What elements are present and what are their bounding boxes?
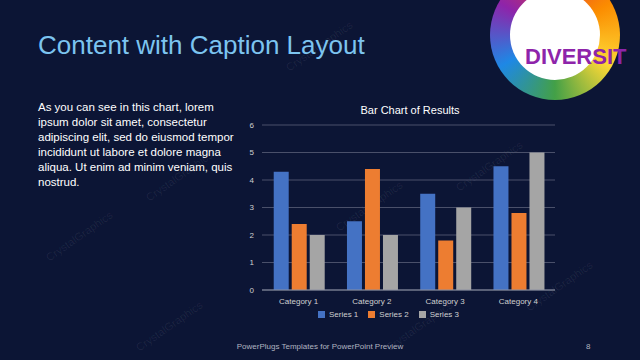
svg-text:4: 4 xyxy=(250,176,255,185)
svg-text:Category 1: Category 1 xyxy=(279,297,319,306)
svg-text:Category 2: Category 2 xyxy=(352,297,392,306)
svg-text:Category 4: Category 4 xyxy=(499,297,539,306)
svg-text:0: 0 xyxy=(250,286,255,295)
svg-text:5: 5 xyxy=(250,148,255,157)
svg-text:3: 3 xyxy=(250,203,255,212)
svg-text:Category 3: Category 3 xyxy=(426,297,466,306)
svg-text:1: 1 xyxy=(250,258,255,267)
svg-text:6: 6 xyxy=(250,121,255,130)
svg-text:2: 2 xyxy=(250,231,255,240)
